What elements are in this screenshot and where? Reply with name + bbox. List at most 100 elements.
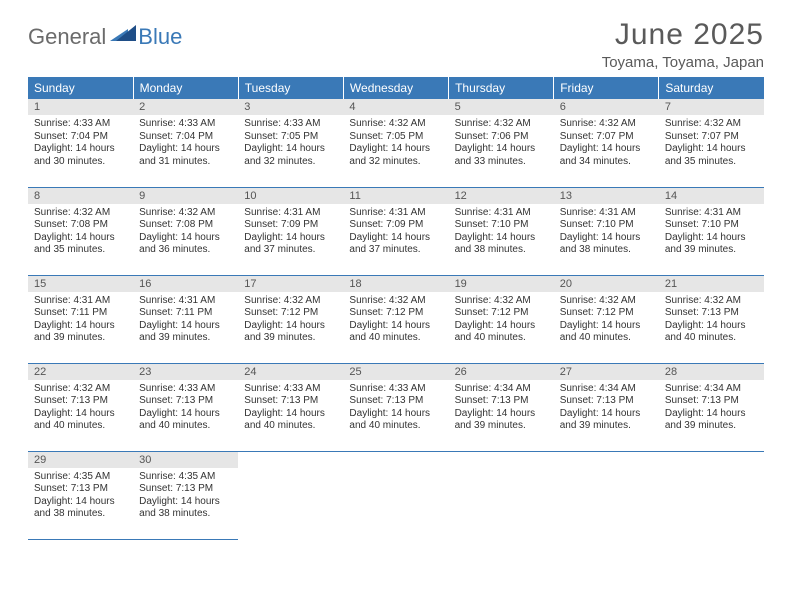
day-cell: 22Sunrise: 4:32 AMSunset: 7:13 PMDayligh…	[28, 363, 133, 451]
day-details: Sunrise: 4:31 AMSunset: 7:10 PMDaylight:…	[554, 204, 659, 261]
sunrise-line: Sunrise: 4:31 AM	[560, 207, 653, 220]
sunset-line: Sunset: 7:05 PM	[244, 131, 337, 144]
day-number: 25	[343, 364, 448, 380]
sunset-line: Sunset: 7:04 PM	[139, 131, 232, 144]
sunrise-line: Sunrise: 4:33 AM	[139, 383, 232, 396]
day-details: Sunrise: 4:32 AMSunset: 7:07 PMDaylight:…	[659, 115, 764, 172]
day-cell: 1Sunrise: 4:33 AMSunset: 7:04 PMDaylight…	[28, 99, 133, 187]
day-number: 7	[659, 99, 764, 115]
sunrise-line: Sunrise: 4:34 AM	[455, 383, 548, 396]
daylight-line: Daylight: 14 hours	[349, 232, 442, 245]
day-cell: 2Sunrise: 4:33 AMSunset: 7:04 PMDaylight…	[133, 99, 238, 187]
day-number: 21	[659, 276, 764, 292]
daylight-line: and 34 minutes.	[560, 156, 653, 169]
week-row: 1Sunrise: 4:33 AMSunset: 7:04 PMDaylight…	[28, 99, 764, 187]
daylight-line: and 35 minutes.	[665, 156, 758, 169]
daylight-line: and 37 minutes.	[349, 244, 442, 257]
sunset-line: Sunset: 7:13 PM	[139, 483, 232, 496]
day-cell: 26Sunrise: 4:34 AMSunset: 7:13 PMDayligh…	[449, 363, 554, 451]
day-details: Sunrise: 4:31 AMSunset: 7:09 PMDaylight:…	[343, 204, 448, 261]
sunset-line: Sunset: 7:10 PM	[455, 219, 548, 232]
day-details: Sunrise: 4:32 AMSunset: 7:12 PMDaylight:…	[449, 292, 554, 349]
sunset-line: Sunset: 7:04 PM	[34, 131, 127, 144]
day-cell: 4Sunrise: 4:32 AMSunset: 7:05 PMDaylight…	[343, 99, 448, 187]
day-details: Sunrise: 4:32 AMSunset: 7:13 PMDaylight:…	[28, 380, 133, 437]
daylight-line: and 32 minutes.	[244, 156, 337, 169]
daylight-line: Daylight: 14 hours	[665, 408, 758, 421]
day-details: Sunrise: 4:31 AMSunset: 7:11 PMDaylight:…	[28, 292, 133, 349]
daylight-line: and 39 minutes.	[34, 332, 127, 345]
day-cell: 11Sunrise: 4:31 AMSunset: 7:09 PMDayligh…	[343, 187, 448, 275]
col-wednesday: Wednesday	[343, 77, 448, 99]
logo-text-general: General	[28, 24, 106, 50]
daylight-line: Daylight: 14 hours	[665, 320, 758, 333]
sunrise-line: Sunrise: 4:31 AM	[665, 207, 758, 220]
daylight-line: and 38 minutes.	[139, 508, 232, 521]
day-number: 30	[133, 452, 238, 468]
daylight-line: and 39 minutes.	[455, 420, 548, 433]
daylight-line: Daylight: 14 hours	[139, 496, 232, 509]
daylight-line: Daylight: 14 hours	[455, 320, 548, 333]
day-number: 6	[554, 99, 659, 115]
day-cell	[343, 451, 448, 539]
sunrise-line: Sunrise: 4:32 AM	[139, 207, 232, 220]
sunrise-line: Sunrise: 4:33 AM	[244, 118, 337, 131]
sunrise-line: Sunrise: 4:33 AM	[34, 118, 127, 131]
sunrise-line: Sunrise: 4:32 AM	[244, 295, 337, 308]
page-header: General Blue June 2025 Toyama, Toyama, J…	[28, 18, 764, 71]
sunset-line: Sunset: 7:05 PM	[349, 131, 442, 144]
day-cell: 5Sunrise: 4:32 AMSunset: 7:06 PMDaylight…	[449, 99, 554, 187]
day-details: Sunrise: 4:32 AMSunset: 7:08 PMDaylight:…	[133, 204, 238, 261]
day-cell: 20Sunrise: 4:32 AMSunset: 7:12 PMDayligh…	[554, 275, 659, 363]
logo-text-blue: Blue	[138, 24, 182, 50]
day-details: Sunrise: 4:31 AMSunset: 7:10 PMDaylight:…	[659, 204, 764, 261]
sunset-line: Sunset: 7:13 PM	[665, 307, 758, 320]
day-number: 3	[238, 99, 343, 115]
sunset-line: Sunset: 7:13 PM	[665, 395, 758, 408]
day-number: 15	[28, 276, 133, 292]
day-number: 8	[28, 188, 133, 204]
daylight-line: Daylight: 14 hours	[349, 320, 442, 333]
day-details: Sunrise: 4:33 AMSunset: 7:05 PMDaylight:…	[238, 115, 343, 172]
sunrise-line: Sunrise: 4:33 AM	[349, 383, 442, 396]
location-subtitle: Toyama, Toyama, Japan	[602, 54, 764, 71]
daylight-line: and 37 minutes.	[244, 244, 337, 257]
sunset-line: Sunset: 7:07 PM	[560, 131, 653, 144]
sunset-line: Sunset: 7:12 PM	[455, 307, 548, 320]
daylight-line: and 38 minutes.	[560, 244, 653, 257]
sunset-line: Sunset: 7:12 PM	[244, 307, 337, 320]
daylight-line: and 40 minutes.	[455, 332, 548, 345]
day-number: 17	[238, 276, 343, 292]
sunrise-line: Sunrise: 4:32 AM	[349, 118, 442, 131]
col-monday: Monday	[133, 77, 238, 99]
day-cell: 24Sunrise: 4:33 AMSunset: 7:13 PMDayligh…	[238, 363, 343, 451]
day-cell: 6Sunrise: 4:32 AMSunset: 7:07 PMDaylight…	[554, 99, 659, 187]
daylight-line: Daylight: 14 hours	[244, 320, 337, 333]
sunrise-line: Sunrise: 4:35 AM	[34, 471, 127, 484]
day-number: 16	[133, 276, 238, 292]
sunrise-line: Sunrise: 4:33 AM	[244, 383, 337, 396]
day-details: Sunrise: 4:35 AMSunset: 7:13 PMDaylight:…	[133, 468, 238, 525]
day-number: 20	[554, 276, 659, 292]
week-row: 8Sunrise: 4:32 AMSunset: 7:08 PMDaylight…	[28, 187, 764, 275]
day-details: Sunrise: 4:32 AMSunset: 7:08 PMDaylight:…	[28, 204, 133, 261]
sunset-line: Sunset: 7:10 PM	[560, 219, 653, 232]
day-details: Sunrise: 4:33 AMSunset: 7:13 PMDaylight:…	[343, 380, 448, 437]
sunset-line: Sunset: 7:07 PM	[665, 131, 758, 144]
sunset-line: Sunset: 7:13 PM	[244, 395, 337, 408]
day-details: Sunrise: 4:32 AMSunset: 7:12 PMDaylight:…	[554, 292, 659, 349]
daylight-line: Daylight: 14 hours	[455, 232, 548, 245]
day-cell	[554, 451, 659, 539]
day-cell: 7Sunrise: 4:32 AMSunset: 7:07 PMDaylight…	[659, 99, 764, 187]
daylight-line: Daylight: 14 hours	[349, 143, 442, 156]
day-cell: 3Sunrise: 4:33 AMSunset: 7:05 PMDaylight…	[238, 99, 343, 187]
daylight-line: and 40 minutes.	[34, 420, 127, 433]
day-cell	[238, 451, 343, 539]
sunrise-line: Sunrise: 4:32 AM	[34, 383, 127, 396]
daylight-line: Daylight: 14 hours	[455, 408, 548, 421]
sunset-line: Sunset: 7:13 PM	[560, 395, 653, 408]
day-details: Sunrise: 4:34 AMSunset: 7:13 PMDaylight:…	[449, 380, 554, 437]
day-number: 27	[554, 364, 659, 380]
day-cell: 18Sunrise: 4:32 AMSunset: 7:12 PMDayligh…	[343, 275, 448, 363]
day-details: Sunrise: 4:33 AMSunset: 7:04 PMDaylight:…	[28, 115, 133, 172]
